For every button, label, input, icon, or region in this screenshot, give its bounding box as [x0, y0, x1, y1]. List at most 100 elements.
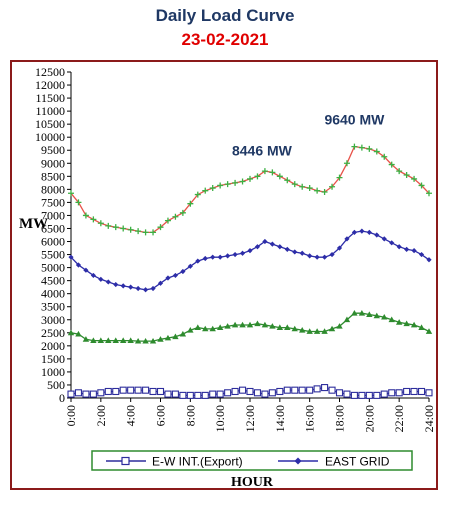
point-east_grid — [120, 283, 126, 289]
point-ew_int — [373, 391, 381, 399]
point-top — [314, 187, 321, 194]
point-ew_int — [194, 391, 202, 399]
y-tick-label: 11500 — [35, 91, 65, 105]
point-top — [187, 200, 194, 207]
point-top — [426, 190, 432, 197]
point-ew_int — [365, 391, 373, 399]
point-green — [366, 311, 373, 317]
y-tick-label: 9500 — [41, 143, 65, 157]
point-green — [410, 321, 418, 328]
point-east_grid — [284, 246, 290, 252]
point-ew_int — [283, 386, 291, 394]
point-top — [306, 185, 313, 192]
point-ew_int — [417, 387, 426, 396]
point-ew_int — [74, 389, 83, 397]
y-tick-label: 2000 — [41, 339, 65, 353]
point-ew_int — [224, 389, 232, 397]
point-east_grid — [90, 272, 96, 279]
point-east_grid — [128, 284, 134, 290]
point-top — [276, 173, 283, 180]
point-east_grid — [157, 280, 164, 286]
point-east_grid — [232, 251, 238, 258]
point-green — [157, 336, 164, 342]
point-ew_int — [328, 386, 336, 394]
point-green — [425, 328, 433, 334]
point-green — [343, 316, 351, 323]
point-east_grid — [329, 251, 335, 258]
point-green — [381, 313, 388, 320]
point-top — [343, 160, 350, 167]
point-east_grid — [262, 238, 268, 245]
point-top — [172, 213, 179, 220]
point-east_grid — [396, 244, 402, 250]
y-tick-label: 2500 — [41, 326, 65, 340]
x-tick-label: 14:00 — [273, 405, 287, 432]
x-tick-label: 2:00 — [94, 405, 108, 426]
point-green — [224, 323, 231, 329]
point-green — [67, 329, 75, 336]
y-tick-label: 8000 — [41, 182, 65, 196]
point-top — [299, 183, 306, 190]
x-tick-label: 20:00 — [362, 405, 376, 432]
line-top — [70, 145, 430, 234]
point-ew_int — [313, 385, 321, 393]
point-top — [97, 220, 104, 227]
point-green — [231, 321, 239, 328]
point-green — [299, 326, 306, 333]
point-top — [194, 191, 201, 198]
y-tick-label: 6500 — [41, 221, 65, 235]
point-green — [313, 328, 321, 334]
point-east_grid — [307, 253, 313, 259]
point-ew_int — [119, 386, 127, 394]
point-east_grid — [426, 257, 432, 263]
point-green — [418, 324, 425, 330]
point-east_grid — [344, 236, 350, 242]
annotations: 8446 MW 9640 MW — [232, 112, 385, 159]
point-green — [202, 325, 209, 332]
point-top — [150, 229, 157, 236]
x-tick-label: 4:00 — [124, 405, 138, 426]
point-ew_int — [104, 387, 112, 396]
point-east_grid — [83, 267, 89, 273]
point-ew_int — [216, 390, 224, 398]
y-tick-label: 6000 — [41, 235, 65, 249]
y-tick-label: 9000 — [41, 156, 65, 170]
point-ew_int — [142, 386, 150, 394]
point-east_grid — [374, 232, 380, 238]
point-ew_int — [276, 387, 284, 396]
point-ew_int — [246, 387, 254, 396]
y-tick-label: 500 — [47, 378, 65, 392]
point-green — [112, 337, 119, 344]
point-green — [142, 337, 149, 344]
point-east_grid — [172, 272, 179, 279]
annotation-label: 9640 MW — [324, 112, 385, 128]
point-ew_int — [82, 390, 90, 398]
point-east_grid — [411, 248, 417, 254]
point-ew_int — [380, 390, 388, 398]
point-east_grid — [247, 248, 253, 254]
point-ew_int — [403, 387, 411, 396]
point-green — [164, 334, 172, 341]
point-ew_int — [350, 391, 358, 399]
chart-date: 23-02-2021 — [181, 30, 269, 49]
x-axis-label: HOUR — [231, 475, 274, 490]
legend-east-grid-label: EAST GRID — [325, 455, 390, 469]
y-tick-label: 5000 — [41, 261, 65, 275]
x-tick-label: 6:00 — [154, 405, 168, 426]
point-top — [217, 182, 224, 189]
legend-ew-int-marker — [121, 456, 130, 466]
point-ew_int — [306, 386, 314, 394]
point-top — [82, 212, 89, 219]
y-tick-label: 7000 — [41, 208, 65, 222]
point-ew_int — [410, 387, 418, 396]
point-green — [105, 337, 112, 344]
point-green — [254, 320, 261, 327]
point-top — [209, 185, 216, 192]
point-east_grid — [381, 236, 387, 242]
point-east_grid — [351, 229, 358, 235]
point-ew_int — [179, 391, 187, 399]
y-tick-label: 3000 — [41, 313, 65, 327]
x-tick-label: 24:00 — [422, 405, 436, 432]
point-top — [157, 224, 164, 231]
point-ew_int — [112, 387, 120, 396]
